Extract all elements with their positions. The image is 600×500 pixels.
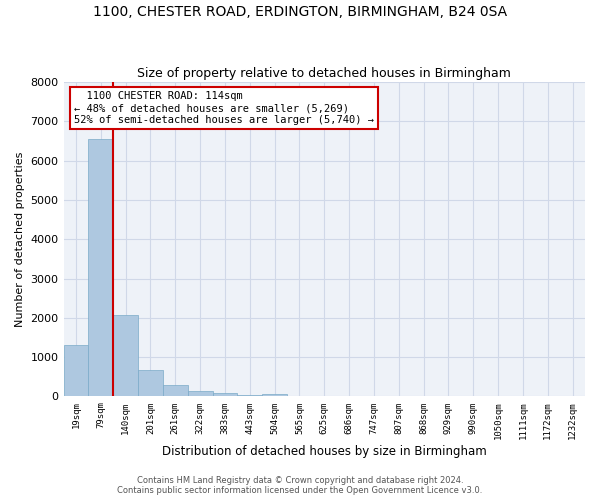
Bar [262, 394, 287, 396]
Bar [163, 386, 188, 396]
Bar [88, 139, 113, 396]
Bar [138, 370, 163, 396]
Bar [212, 394, 238, 396]
Text: Contains HM Land Registry data © Crown copyright and database right 2024.
Contai: Contains HM Land Registry data © Crown c… [118, 476, 482, 495]
X-axis label: Distribution of detached houses by size in Birmingham: Distribution of detached houses by size … [162, 444, 487, 458]
Text: 1100 CHESTER ROAD: 114sqm
← 48% of detached houses are smaller (5,269)
52% of se: 1100 CHESTER ROAD: 114sqm ← 48% of detac… [74, 92, 374, 124]
Y-axis label: Number of detached properties: Number of detached properties [15, 152, 25, 327]
Bar [113, 314, 138, 396]
Bar [188, 392, 212, 396]
Title: Size of property relative to detached houses in Birmingham: Size of property relative to detached ho… [137, 66, 511, 80]
Bar [64, 346, 88, 397]
Bar [238, 395, 262, 396]
Text: 1100, CHESTER ROAD, ERDINGTON, BIRMINGHAM, B24 0SA: 1100, CHESTER ROAD, ERDINGTON, BIRMINGHA… [93, 5, 507, 19]
